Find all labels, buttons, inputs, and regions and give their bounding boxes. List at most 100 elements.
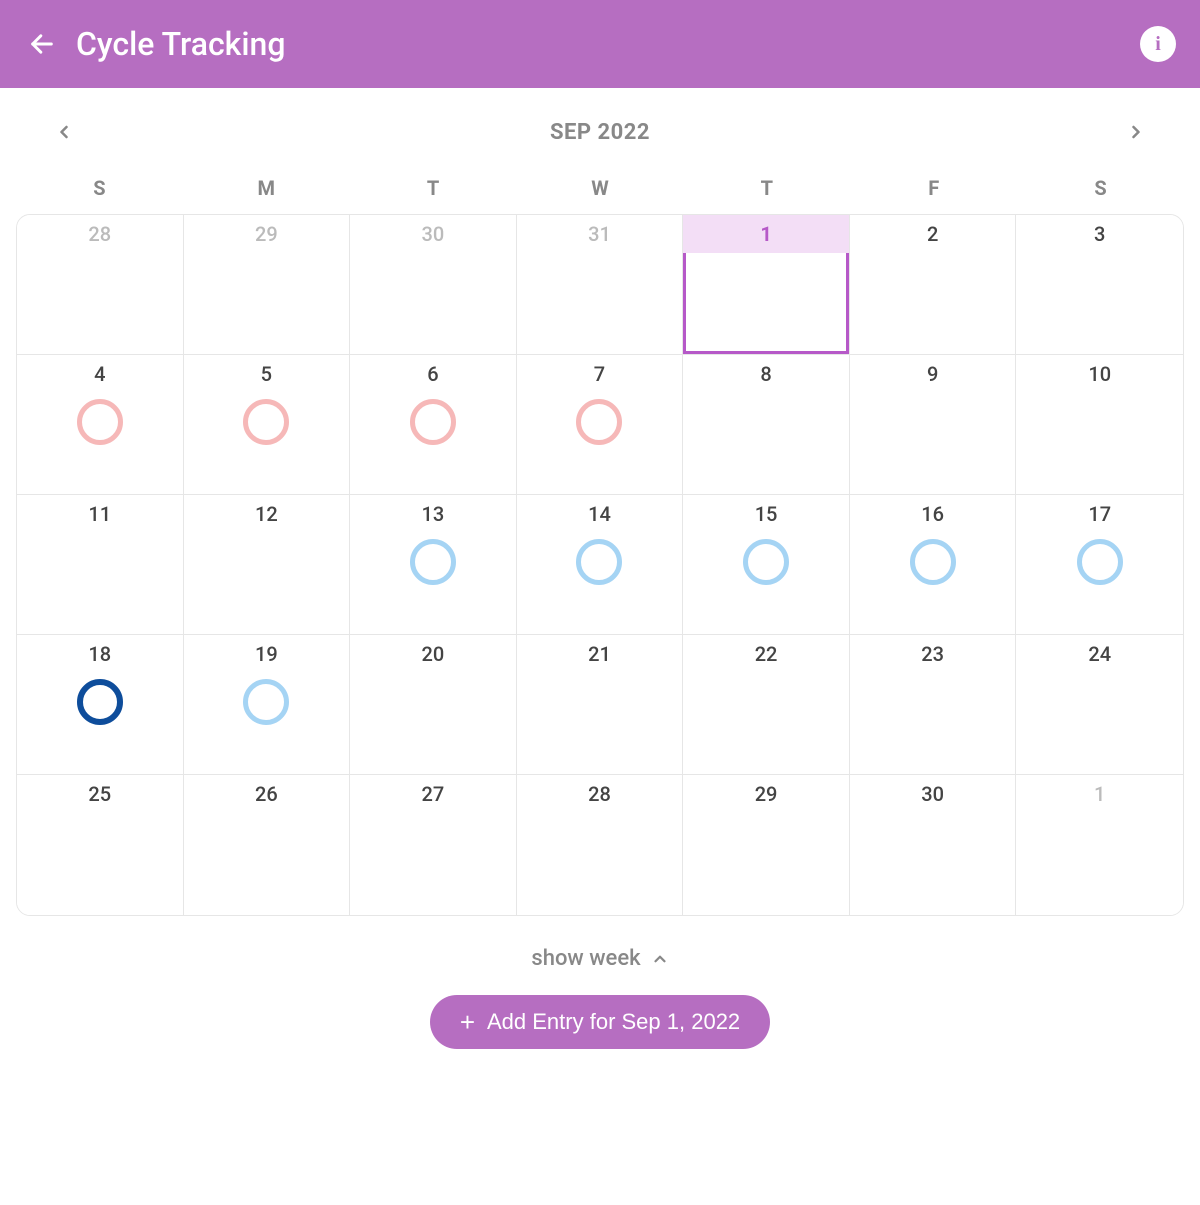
cycle-indicator	[17, 673, 183, 725]
day-number: 13	[350, 495, 516, 533]
back-icon[interactable]	[24, 26, 60, 62]
day-number: 2	[850, 215, 1016, 253]
day-number: 29	[683, 775, 849, 813]
calendar-day[interactable]: 4	[17, 355, 184, 495]
month-navigation: SEP 2022	[0, 88, 1200, 166]
cycle-indicator	[850, 533, 1016, 585]
plus-icon: +	[460, 1009, 475, 1035]
day-number: 28	[17, 215, 183, 253]
day-number: 29	[184, 215, 350, 253]
day-number: 1	[1016, 775, 1183, 813]
day-number: 17	[1016, 495, 1183, 533]
add-entry-container: + Add Entry for Sep 1, 2022	[0, 995, 1200, 1089]
calendar-day[interactable]: 1	[1016, 775, 1183, 915]
calendar-day[interactable]: 30	[850, 775, 1017, 915]
day-number: 9	[850, 355, 1016, 393]
weekday-label: M	[183, 176, 350, 200]
calendar-day[interactable]: 8	[683, 355, 850, 495]
calendar-day[interactable]: 17	[1016, 495, 1183, 635]
calendar-day[interactable]: 29	[184, 215, 351, 355]
weekday-label: W	[517, 176, 684, 200]
day-number: 20	[350, 635, 516, 673]
day-number: 24	[1016, 635, 1183, 673]
calendar-day[interactable]: 2	[850, 215, 1017, 355]
cycle-indicator	[350, 533, 516, 585]
day-number: 6	[350, 355, 516, 393]
calendar-day[interactable]: 24	[1016, 635, 1183, 775]
calendar-day[interactable]: 20	[350, 635, 517, 775]
calendar-day[interactable]: 25	[17, 775, 184, 915]
calendar-day[interactable]: 31	[517, 215, 684, 355]
calendar-day[interactable]: 19	[184, 635, 351, 775]
day-number: 11	[17, 495, 183, 533]
day-number: 10	[1016, 355, 1183, 393]
day-number: 23	[850, 635, 1016, 673]
day-number: 30	[350, 215, 516, 253]
cycle-indicator	[683, 533, 849, 585]
calendar-day[interactable]: 14	[517, 495, 684, 635]
day-number: 16	[850, 495, 1016, 533]
calendar-grid: 2829303112345678910111213141516171819202…	[16, 214, 1184, 916]
calendar-day[interactable]: 16	[850, 495, 1017, 635]
calendar-day[interactable]: 11	[17, 495, 184, 635]
calendar: S M T W T F S 28293031123456789101112131…	[0, 166, 1200, 916]
cycle-indicator	[517, 393, 683, 445]
day-number: 28	[517, 775, 683, 813]
weekday-label: S	[16, 176, 183, 200]
calendar-day[interactable]: 29	[683, 775, 850, 915]
calendar-day[interactable]: 26	[184, 775, 351, 915]
day-number: 31	[517, 215, 683, 253]
chevron-up-icon	[651, 950, 669, 968]
calendar-day[interactable]: 22	[683, 635, 850, 775]
add-entry-button[interactable]: + Add Entry for Sep 1, 2022	[430, 995, 770, 1049]
calendar-day[interactable]: 28	[517, 775, 684, 915]
calendar-day[interactable]: 9	[850, 355, 1017, 495]
calendar-day[interactable]: 3	[1016, 215, 1183, 355]
cycle-indicator	[350, 393, 516, 445]
weekday-header: S M T W T F S	[16, 166, 1184, 214]
calendar-day[interactable]: 5	[184, 355, 351, 495]
cycle-indicator	[1016, 533, 1183, 585]
day-number: 19	[184, 635, 350, 673]
prev-month-button[interactable]	[48, 116, 80, 148]
day-number: 18	[17, 635, 183, 673]
calendar-day[interactable]: 6	[350, 355, 517, 495]
calendar-day[interactable]: 1	[683, 215, 850, 355]
show-week-toggle[interactable]: show week	[0, 916, 1200, 995]
cycle-indicator	[184, 393, 350, 445]
calendar-day[interactable]: 10	[1016, 355, 1183, 495]
day-number: 1	[683, 215, 849, 253]
cycle-indicator	[17, 393, 183, 445]
page-title: Cycle Tracking	[76, 25, 1140, 63]
day-number: 15	[683, 495, 849, 533]
calendar-day[interactable]: 18	[17, 635, 184, 775]
day-number: 14	[517, 495, 683, 533]
calendar-day[interactable]: 28	[17, 215, 184, 355]
add-entry-label: Add Entry for Sep 1, 2022	[487, 1009, 740, 1035]
day-number: 27	[350, 775, 516, 813]
weekday-label: T	[350, 176, 517, 200]
cycle-indicator	[517, 533, 683, 585]
calendar-day[interactable]: 13	[350, 495, 517, 635]
next-month-button[interactable]	[1120, 116, 1152, 148]
day-number: 7	[517, 355, 683, 393]
calendar-day[interactable]: 15	[683, 495, 850, 635]
day-number: 8	[683, 355, 849, 393]
day-number: 4	[17, 355, 183, 393]
calendar-day[interactable]: 7	[517, 355, 684, 495]
info-icon[interactable]: i	[1140, 26, 1176, 62]
day-number: 30	[850, 775, 1016, 813]
day-number: 26	[184, 775, 350, 813]
calendar-day[interactable]: 12	[184, 495, 351, 635]
day-number: 25	[17, 775, 183, 813]
day-number: 5	[184, 355, 350, 393]
calendar-day[interactable]: 30	[350, 215, 517, 355]
day-number: 12	[184, 495, 350, 533]
calendar-day[interactable]: 21	[517, 635, 684, 775]
app-header: Cycle Tracking i	[0, 0, 1200, 88]
weekday-label: T	[683, 176, 850, 200]
day-number: 22	[683, 635, 849, 673]
calendar-day[interactable]: 27	[350, 775, 517, 915]
weekday-label: F	[850, 176, 1017, 200]
calendar-day[interactable]: 23	[850, 635, 1017, 775]
